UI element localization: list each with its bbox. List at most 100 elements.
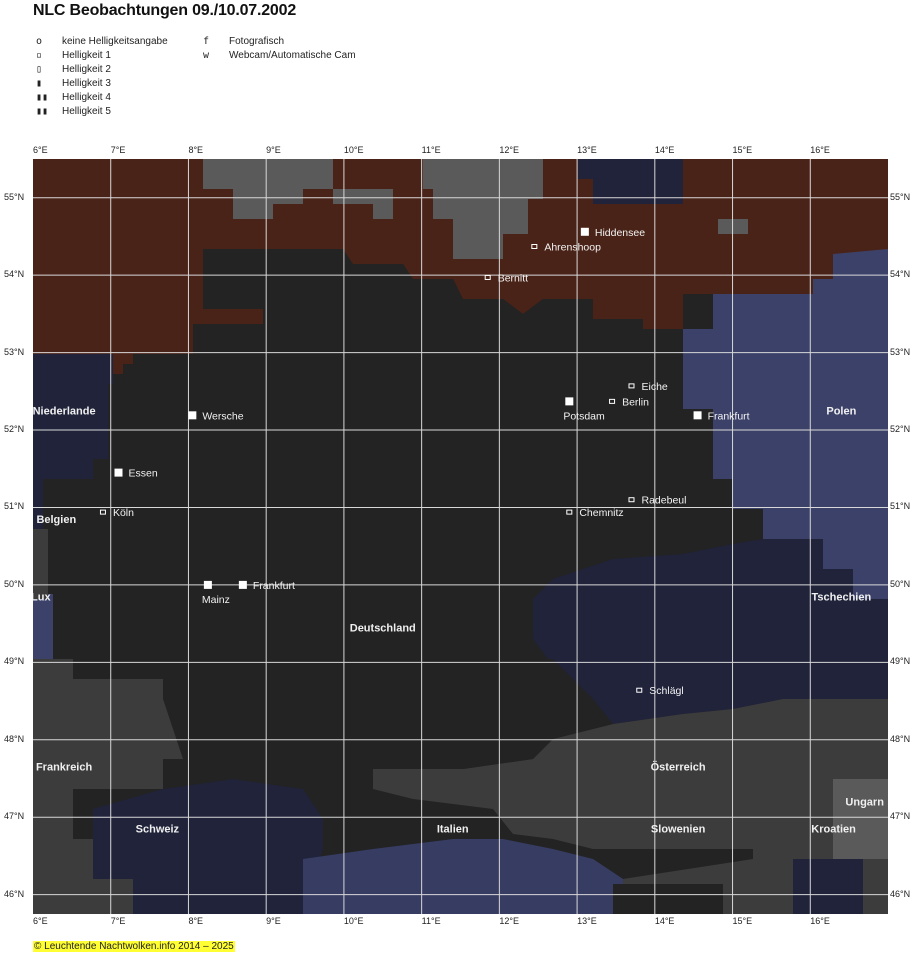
lon-label-bottom: 9°E: [266, 916, 281, 926]
legend-label: Helligkeit 1: [62, 50, 111, 61]
observation-marker[interactable]: [628, 383, 635, 389]
observation-marker[interactable]: [484, 274, 491, 280]
legend-symbol: ▯: [36, 64, 43, 75]
lon-label-bottom: 16°E: [810, 916, 830, 926]
observations-layer: Hiddensee Ahrenshoop Bernitt Eiche Berlin Pot…: [99, 227, 750, 697]
observation-label: Potsdam: [563, 410, 605, 422]
legend-label: Fotografisch: [229, 36, 285, 47]
lon-label-bottom: 13°E: [577, 916, 597, 926]
observation-marker[interactable]: [565, 397, 574, 406]
legend-row: f Fotografisch: [203, 35, 356, 49]
lon-label-top: 13°E: [577, 145, 597, 155]
observation-label: Schlägl: [649, 685, 683, 697]
sea-region-1: [203, 159, 333, 219]
lux-region: [33, 594, 53, 659]
region-layer: [33, 159, 888, 914]
legend-row: ▮▮ Helligkeit 4: [36, 91, 168, 105]
country-label: Frankreich: [36, 762, 93, 774]
country-labels: DänemarkSchwedenNiederlandePolenBelgienL…: [33, 406, 884, 836]
graticule: [33, 159, 888, 914]
croatia-region: [793, 859, 863, 914]
lon-label-bottom: 12°E: [499, 916, 519, 926]
belgium-region: [33, 529, 48, 599]
lat-label-right: 48°N: [890, 733, 911, 744]
lon-label-top: 15°E: [732, 145, 753, 155]
france-region: [33, 659, 183, 839]
switzerland-region: [93, 779, 323, 914]
legend-symbol: ▮▮: [36, 92, 49, 103]
poland-region: [683, 249, 888, 599]
germany-north-west: [203, 249, 263, 309]
lon-label-top: 9°E: [266, 145, 281, 155]
lat-label-left: 51°N: [4, 501, 25, 512]
country-label: Lux: [33, 591, 51, 603]
lon-label-bottom: 10°E: [343, 916, 364, 926]
lat-label-left: 54°N: [4, 269, 25, 280]
observation-label: Köln: [113, 507, 134, 519]
country-label: Italien: [437, 824, 469, 836]
lon-label-top: 8°E: [188, 145, 204, 155]
lon-label-top: 10°E: [343, 145, 364, 155]
lon-label-bottom: 6°E: [33, 916, 48, 926]
lat-label-right: 55°N: [890, 191, 911, 202]
lon-label-bottom: 11°E: [421, 916, 441, 926]
legend-row: w Webcam/Automatische Cam: [203, 49, 356, 63]
observation-marker[interactable]: [188, 411, 197, 420]
observation-label: Frankfurt: [708, 410, 750, 422]
observation-marker[interactable]: [238, 580, 247, 589]
austria-region: [373, 699, 888, 879]
lon-label-top: 16°E: [810, 145, 830, 155]
legend-symbol: ▫: [36, 50, 43, 61]
nlc-map[interactable]: DänemarkSchwedenNiederlandePolenBelgienL…: [33, 159, 888, 914]
lon-label-bottom: 8°E: [188, 916, 204, 926]
netherlands-region: [33, 354, 113, 529]
country-label: Belgien: [36, 514, 76, 526]
legend-symbol: o: [36, 36, 43, 47]
legend-label: Helligkeit 3: [62, 78, 111, 89]
lat-label-right: 47°N: [890, 811, 911, 822]
country-label: Österreich: [651, 761, 706, 774]
observation-marker[interactable]: [114, 468, 123, 477]
legend-symbol: f: [203, 36, 210, 47]
lat-label-right: 50°N: [890, 578, 911, 589]
legend-symbol: ▮: [36, 78, 43, 89]
legend-symbol: w: [203, 50, 210, 61]
observation-label: Ahrenshoop: [544, 242, 601, 254]
observation-label: Wersche: [202, 410, 243, 422]
lat-label-right: 46°N: [890, 888, 911, 899]
lat-label-right: 51°N: [890, 501, 911, 512]
lat-label-left: 53°N: [4, 346, 25, 357]
observation-marker[interactable]: [531, 244, 538, 250]
lat-label-left: 50°N: [4, 578, 25, 589]
legend-row: o keine Helligkeitsangabe: [36, 35, 168, 49]
country-label: Niederlande: [33, 406, 96, 418]
observation-marker[interactable]: [566, 509, 573, 515]
observation-marker[interactable]: [636, 687, 643, 693]
lat-label-left: 49°N: [4, 656, 25, 667]
observation-marker[interactable]: [99, 509, 106, 515]
observation-label: Eiche: [642, 381, 668, 393]
observation-marker[interactable]: [580, 227, 589, 236]
observation-marker[interactable]: [628, 497, 635, 503]
lat-label-right: 53°N: [890, 346, 911, 357]
slovenia-dark: [613, 884, 723, 914]
country-label: Slowenien: [651, 824, 706, 836]
germany-north: [263, 249, 683, 384]
sweden-region: [578, 159, 683, 204]
brightness-legend: o keine Helligkeitsangabe ▫ Helligkeit 1 ▯ He…: [36, 35, 168, 119]
lat-label-right: 52°N: [890, 424, 911, 435]
lat-label-left: 46°N: [4, 888, 25, 899]
observation-marker[interactable]: [693, 411, 702, 420]
observation-marker[interactable]: [203, 580, 212, 589]
observation-label: Bernitt: [498, 272, 528, 284]
observation-label: Essen: [129, 468, 158, 480]
legend-label: Helligkeit 4: [62, 92, 111, 103]
legend-row: ▮ Helligkeit 3: [36, 77, 168, 91]
method-legend: f Fotografisch w Webcam/Automatische Cam: [203, 35, 356, 63]
observation-label: Berlin: [622, 396, 649, 408]
observation-label: Frankfurt: [253, 580, 295, 592]
hungary-region: [833, 779, 888, 859]
lon-label-bottom: 14°E: [654, 916, 675, 926]
sea-region-3: [333, 189, 393, 219]
observation-marker[interactable]: [609, 398, 616, 404]
